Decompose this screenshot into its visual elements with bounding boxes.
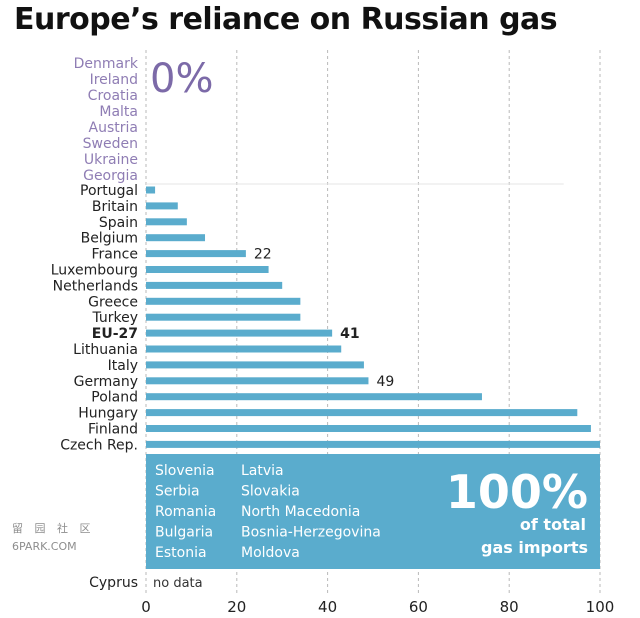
full-dependence-label: 100% xyxy=(446,465,588,519)
full-dependence-country: Bulgaria xyxy=(155,525,213,541)
no-data-row: Cyprus no data xyxy=(89,575,202,591)
bar xyxy=(146,266,269,273)
bar xyxy=(146,297,301,305)
category-label: Finland xyxy=(88,422,138,438)
bars: PortugalBritainSpainBelgiumFranceLuxembo… xyxy=(51,183,600,453)
zero-country-label: Malta xyxy=(99,104,138,120)
category-label: Germany xyxy=(74,374,138,390)
category-label: Belgium xyxy=(81,231,138,247)
x-tick-label: 80 xyxy=(500,598,519,616)
x-tick-label: 100 xyxy=(586,598,615,616)
category-label: Portugal xyxy=(80,183,138,199)
full-dependence-country: Estonia xyxy=(155,545,207,561)
bar xyxy=(146,234,206,242)
full-dependence-country: North Macedonia xyxy=(241,504,360,520)
gridlines xyxy=(145,50,601,595)
bar xyxy=(146,409,578,417)
zero-country-label: Austria xyxy=(89,120,138,136)
data-label: 41 xyxy=(340,326,359,342)
full-dependence-group: Slovenia Serbia Romania Bulgaria Estonia Latv… xyxy=(146,454,600,569)
zero-percent-group: DenmarkIrelandCroatiaMaltaAustriaSwedenU… xyxy=(74,56,214,184)
bar xyxy=(146,218,187,226)
category-label: Lithuania xyxy=(73,342,138,358)
zero-country-label: Georgia xyxy=(83,168,138,184)
bar xyxy=(146,425,591,432)
full-dependence-box xyxy=(146,454,600,569)
full-dependence-country: Slovenia xyxy=(155,463,215,479)
bar xyxy=(146,440,600,448)
category-label: Luxembourg xyxy=(51,263,138,279)
full-dependence-country: Serbia xyxy=(155,484,200,500)
zero-country-label: Sweden xyxy=(83,136,138,152)
category-label: EU-27 xyxy=(92,326,138,342)
x-axis: 0 20 40 60 80 100 xyxy=(141,598,614,616)
bar xyxy=(146,393,482,401)
x-tick-label: 20 xyxy=(227,598,246,616)
bar xyxy=(146,377,369,385)
full-dependence-sub1: of total xyxy=(520,515,586,534)
bar xyxy=(146,250,246,258)
no-data-country: Cyprus xyxy=(89,575,138,591)
data-label: 22 xyxy=(254,247,272,263)
zero-country-label: Ireland xyxy=(90,72,138,88)
full-dependence-country: Slovakia xyxy=(241,484,300,500)
full-dependence-country: Latvia xyxy=(241,463,284,479)
full-dependence-country: Moldova xyxy=(241,545,300,561)
no-data-label: no data xyxy=(153,576,203,591)
bar xyxy=(146,345,342,353)
category-label: Turkey xyxy=(91,310,138,326)
full-dependence-sub2: gas imports xyxy=(481,538,588,557)
category-label: Netherlands xyxy=(53,278,138,294)
full-dependence-country: Romania xyxy=(155,504,216,520)
zero-country-label: Croatia xyxy=(88,88,138,104)
bar xyxy=(146,313,301,321)
category-label: Britain xyxy=(92,199,138,215)
bar xyxy=(146,202,178,210)
category-label: Spain xyxy=(99,215,138,231)
bar xyxy=(146,329,333,337)
bar xyxy=(146,281,283,289)
category-label: Czech Rep. xyxy=(60,437,138,453)
x-tick-label: 40 xyxy=(318,598,337,616)
category-label: France xyxy=(91,247,138,263)
zero-country-label: Denmark xyxy=(74,56,139,72)
watermark-line1: 留 园 社 区 xyxy=(12,521,95,535)
x-tick-label: 0 xyxy=(141,598,151,616)
category-label: Hungary xyxy=(78,406,138,422)
bar xyxy=(146,361,364,369)
category-label: Greece xyxy=(88,294,138,310)
watermark-line2: 6PARK.COM xyxy=(12,540,77,553)
x-tick-label: 60 xyxy=(409,598,428,616)
zero-country-label: Ukraine xyxy=(84,152,138,168)
data-label: 49 xyxy=(376,374,394,390)
bar xyxy=(146,186,156,194)
chart-title: Europe’s reliance on Russian gas xyxy=(14,2,558,37)
watermark: 留 园 社 区 6PARK.COM xyxy=(12,521,95,553)
category-label: Poland xyxy=(91,390,138,406)
zero-percent-label: 0% xyxy=(150,56,213,102)
full-dependence-country: Bosnia-Herzegovina xyxy=(241,525,381,541)
category-label: Italy xyxy=(108,358,138,374)
